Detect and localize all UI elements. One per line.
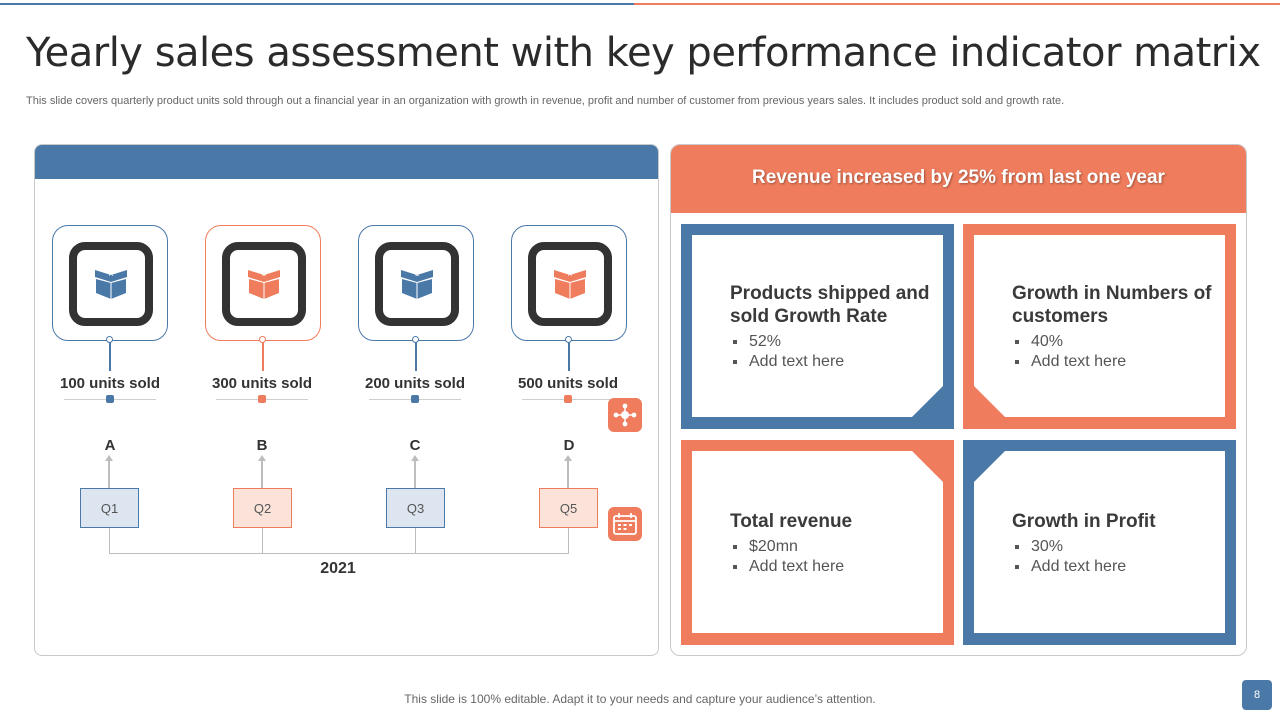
top-accent-line-orange [634,3,1280,5]
connector-stem [415,341,417,371]
box-icon: A [554,270,586,299]
kpi-card-shipped-growth: Products shipped and sold Growth Rate 52… [681,224,954,429]
page-title: Yearly sales assessment with key perform… [26,30,1261,76]
units-marker [564,395,572,403]
product-box-d-inner: A [528,242,612,326]
year-bracket-line [415,528,416,553]
connector-dot [412,336,419,343]
product-box-b-inner: B [222,242,306,326]
kpi-panel: Revenue increased by 25% from last one y… [670,144,1247,656]
network-icon [608,398,642,432]
connector-dot [106,336,113,343]
product-box-a-inner: A [69,242,153,326]
units-marker [258,395,266,403]
card-bullet: 30% [1012,537,1222,557]
arrow-line [414,457,416,489]
footer-note: This slide is 100% editable. Adapt it to… [404,692,876,706]
card-content: Total revenue $20mn Add text here [730,510,940,577]
card-title: Growth in Numbers of customers [1012,283,1212,327]
quarter-letter: A [104,437,116,454]
connector-dot [259,336,266,343]
year-bracket-base [109,553,569,554]
card-title: Products shipped and sold Growth Rate [730,283,930,327]
card-bullets: 52% Add text here [730,332,940,372]
kpi-card-profit-growth: Growth in Profit 30% Add text here [963,440,1236,645]
card-bullet: Add text here [1012,557,1222,577]
quarter-letter: D [563,437,575,454]
top-accent-line-blue [0,3,634,5]
units-sold-label: 500 units sold [517,375,619,392]
card-bullet: $20mn [730,537,940,557]
card-content: Growth in Numbers of customers 40% Add t… [1012,282,1222,372]
arrow-line [108,457,110,489]
card-title: Total revenue [730,511,853,532]
connector-stem [568,341,570,371]
kpi-card-customer-growth: Growth in Numbers of customers 40% Add t… [963,224,1236,429]
kpi-card-total-revenue: Total revenue $20mn Add text here [681,440,954,645]
box-icon: C [401,270,433,299]
card-bullet: Add text here [730,352,940,372]
quarter-letter: C [409,437,421,454]
page-subtitle: This slide covers quarterly product unit… [26,95,1065,107]
arrow-line [567,457,569,489]
card-frame [681,224,954,429]
year-bracket-line [109,528,110,553]
quarter-letter: B [256,437,268,454]
product-box-b: B [205,225,321,341]
timeline-panel-header [35,145,658,179]
svg-text:A: A [568,272,572,278]
card-bullets: 30% Add text here [1012,537,1222,577]
connector-stem [109,341,111,371]
product-box-d: A [511,225,627,341]
card-frame [963,440,1236,645]
card-content: Products shipped and sold Growth Rate 52… [730,282,940,372]
card-content: Growth in Profit 30% Add text here [1012,510,1222,577]
product-box-c: C [358,225,474,341]
card-bullets: 40% Add text here [1012,332,1222,372]
box-icon: B [248,270,280,299]
box-icon: A [95,270,127,299]
arrow-line [261,457,263,489]
connector-dot [565,336,572,343]
year-bracket-line [262,528,263,553]
calendar-icon [608,507,642,541]
product-box-a: A [52,225,168,341]
kpi-header: Revenue increased by 25% from last one y… [671,145,1246,213]
year-label: 2021 [320,560,356,577]
page-number: 8 [1242,680,1272,710]
units-marker [106,395,114,403]
quarter-box: Q5 [539,488,598,528]
card-frame [681,440,954,645]
card-bullets: $20mn Add text here [730,537,940,577]
quarter-box: Q2 [233,488,292,528]
units-marker [411,395,419,403]
product-box-c-inner: C [375,242,459,326]
quarter-box: Q1 [80,488,139,528]
year-bracket-line [568,528,569,553]
card-bullet: Add text here [730,557,940,577]
card-bullet: 52% [730,332,940,352]
units-sold-label: 100 units sold [59,375,161,392]
timeline-panel: A B C [34,144,659,656]
card-title: Growth in Profit [1012,511,1156,532]
kpi-header-text: Revenue increased by 25% from last one y… [752,167,1165,188]
connector-stem [262,341,264,371]
card-frame [963,224,1236,429]
svg-text:C: C [415,272,420,278]
quarter-box: Q3 [386,488,445,528]
units-sold-label: 200 units sold [364,375,466,392]
card-bullet: Add text here [1012,352,1222,372]
svg-text:B: B [262,272,266,278]
units-sold-label: 300 units sold [211,375,313,392]
svg-text:A: A [109,272,113,278]
card-bullet: 40% [1012,332,1222,352]
